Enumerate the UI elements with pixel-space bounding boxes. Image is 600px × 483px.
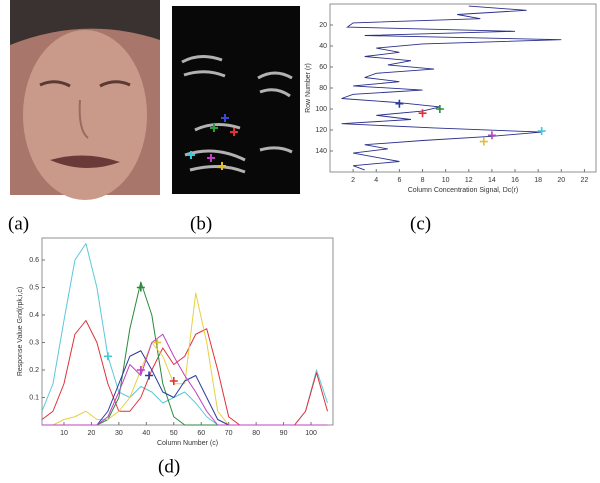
- x-tick-label: 16: [511, 177, 519, 184]
- x-tick-label: 30: [115, 430, 123, 437]
- x-tick-label: 60: [197, 430, 205, 437]
- y-tick-label: 140: [315, 148, 327, 155]
- marker: [395, 99, 404, 108]
- marker: [136, 366, 145, 374]
- x-tick-label: 14: [488, 177, 496, 184]
- face-photo: [10, 0, 160, 200]
- panel-label: (d): [158, 456, 180, 477]
- x-tick-label: 10: [442, 177, 450, 184]
- y-tick-label: 60: [319, 64, 327, 71]
- x-tick-label: 2: [351, 177, 355, 184]
- x-tick-label: 20: [557, 177, 565, 184]
- marker: [537, 127, 546, 136]
- y-tick-label: 20: [319, 22, 327, 29]
- marker: [479, 137, 488, 146]
- x-tick-label: 22: [581, 177, 589, 184]
- y-tick-label: 120: [315, 127, 327, 134]
- x-tick-label: 8: [421, 177, 425, 184]
- x-tick-label: 6: [397, 177, 401, 184]
- x-tick-label: 12: [465, 177, 473, 184]
- marker: [153, 338, 162, 347]
- y-axis-label: Row Number (r): [305, 63, 312, 113]
- panel-label: (c): [410, 213, 431, 234]
- y-tick-label: 0.3: [29, 339, 39, 346]
- x-axis-label: Column Number (c): [157, 440, 218, 447]
- x-tick-label: 50: [170, 430, 178, 437]
- y-tick-label: 100: [315, 106, 327, 113]
- x-tick-label: 18: [534, 177, 542, 184]
- panel-label: (a): [8, 213, 29, 234]
- response-line: [42, 333, 328, 426]
- y-tick-label: 0.5: [29, 284, 39, 291]
- marker: [435, 105, 444, 113]
- marker: [418, 109, 427, 118]
- signal-image: [172, 6, 300, 194]
- plot-area: [329, 3, 597, 173]
- x-tick-label: 70: [225, 430, 233, 437]
- marker: [169, 377, 178, 385]
- signal-line: [341, 5, 562, 171]
- x-axis-label: Column Concentration Signal, Dc(r): [408, 187, 519, 194]
- x-tick-label: 4: [374, 177, 378, 184]
- marker: [103, 352, 112, 361]
- x-tick-label: 40: [142, 430, 150, 437]
- y-axis-label: Response Value Gnd(rpk,i,c): [17, 287, 24, 376]
- marker: [487, 131, 496, 140]
- x-tick-label: 100: [305, 430, 317, 437]
- y-tick-label: 40: [319, 43, 327, 50]
- y-tick-label: 80: [319, 85, 327, 92]
- x-tick-label: 80: [252, 430, 260, 437]
- x-tick-label: 90: [280, 430, 288, 437]
- y-tick-label: 0.1: [29, 394, 39, 401]
- marker: [145, 371, 154, 380]
- x-tick-label: 10: [60, 430, 68, 437]
- y-tick-label: 0.2: [29, 367, 39, 374]
- x-tick-label: 20: [88, 430, 96, 437]
- marker: [136, 283, 145, 292]
- y-tick-label: 0.6: [29, 257, 39, 264]
- plot-area: [41, 237, 334, 426]
- y-tick-label: 0.4: [29, 312, 39, 319]
- panel-label: (b): [190, 213, 212, 234]
